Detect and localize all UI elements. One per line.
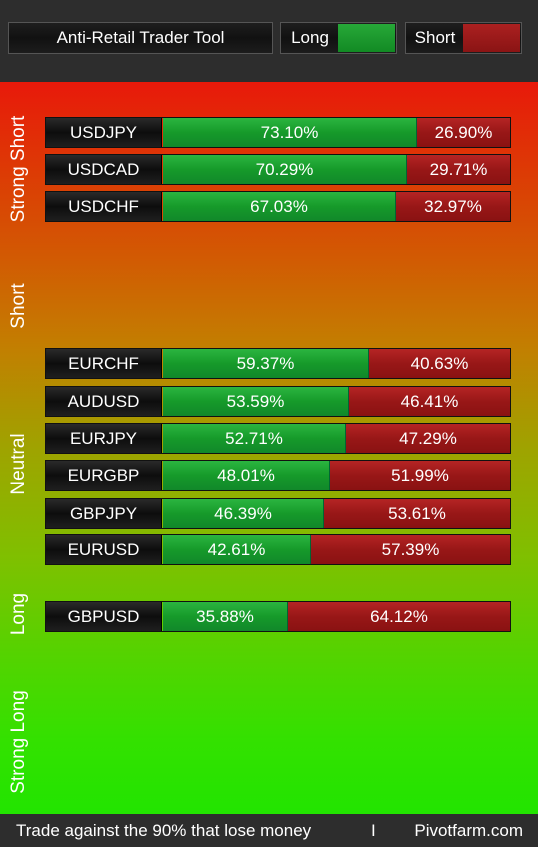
sentiment-bar: 42.61% 57.39% xyxy=(163,535,510,564)
sentiment-bar: 48.01% 51.99% xyxy=(163,461,510,490)
bar-long-segment: 73.10% xyxy=(163,118,417,147)
footer-separator: I xyxy=(371,821,376,840)
pair-row: USDCAD 70.29% 29.71% xyxy=(45,154,511,185)
pair-row: GBPJPY 46.39% 53.61% xyxy=(45,498,511,529)
zone-label-short: Short xyxy=(8,283,29,329)
legend-long-swatch xyxy=(338,24,395,52)
sentiment-bar: 52.71% 47.29% xyxy=(163,424,510,453)
bar-long-segment: 52.71% xyxy=(163,424,346,453)
bar-long-segment: 53.59% xyxy=(163,387,349,416)
pair-row: EURGBP 48.01% 51.99% xyxy=(45,460,511,491)
footer-tagline: Trade against the 90% that lose money xyxy=(16,821,312,840)
pair-row: EURJPY 52.71% 47.29% xyxy=(45,423,511,454)
pair-row: GBPUSD 35.88% 64.12% xyxy=(45,601,511,632)
legend-short-label: Short xyxy=(414,28,456,47)
sentiment-bar: 67.03% 32.97% xyxy=(163,192,510,221)
pair-row: EURUSD 42.61% 57.39% xyxy=(45,534,511,565)
legend-short: Short xyxy=(405,22,522,54)
bar-short-segment: 47.29% xyxy=(346,424,510,453)
bar-long-segment: 35.88% xyxy=(163,602,288,631)
pair-row: EURCHF 59.37% 40.63% xyxy=(45,348,511,379)
pair-label: USDCAD xyxy=(46,155,162,184)
bar-long-segment: 46.39% xyxy=(163,499,324,528)
pair-label: EURGBP xyxy=(46,461,162,490)
zone-label-long: Long xyxy=(8,592,29,636)
legend-short-swatch xyxy=(463,24,520,52)
pair-label: EURJPY xyxy=(46,424,162,453)
pair-label: AUDUSD xyxy=(46,387,162,416)
bar-short-segment: 46.41% xyxy=(349,387,510,416)
footer: Trade against the 90% that lose money I … xyxy=(0,814,538,847)
zone-label-strong-short: Strong Short xyxy=(8,115,29,223)
bar-short-segment: 51.99% xyxy=(330,461,510,490)
sentiment-bar: 53.59% 46.41% xyxy=(163,387,510,416)
bar-long-segment: 70.29% xyxy=(163,155,407,184)
legend-long: Long xyxy=(280,22,397,54)
bar-short-segment: 32.97% xyxy=(396,192,510,221)
legend-long-label: Long xyxy=(291,28,329,47)
pair-label: GBPUSD xyxy=(46,602,162,631)
zone-label-strong-long: Strong Long xyxy=(8,690,29,794)
app-title: Anti-Retail Trader Tool xyxy=(8,22,273,54)
sentiment-bar: 46.39% 53.61% xyxy=(163,499,510,528)
pair-row: USDCHF 67.03% 32.97% xyxy=(45,191,511,222)
pair-label: EURUSD xyxy=(46,535,162,564)
bar-long-segment: 48.01% xyxy=(163,461,330,490)
sentiment-bar: 70.29% 29.71% xyxy=(163,155,510,184)
bar-long-segment: 59.37% xyxy=(163,349,369,378)
footer-site-link[interactable]: Pivotfarm.com xyxy=(414,821,523,840)
sentiment-bar: 73.10% 26.90% xyxy=(163,118,510,147)
pair-row: USDJPY 73.10% 26.90% xyxy=(45,117,511,148)
bar-short-segment: 29.71% xyxy=(407,155,510,184)
bar-long-segment: 67.03% xyxy=(163,192,396,221)
header: Anti-Retail Trader Tool Long Short xyxy=(0,0,538,82)
bar-short-segment: 64.12% xyxy=(288,602,510,631)
bar-short-segment: 40.63% xyxy=(369,349,510,378)
sentiment-zones: Strong Short Short Neutral Long Strong L… xyxy=(0,82,538,814)
sentiment-bar: 59.37% 40.63% xyxy=(163,349,510,378)
zone-label-neutral: Neutral xyxy=(8,433,29,495)
pair-label: EURCHF xyxy=(46,349,162,378)
bar-short-segment: 26.90% xyxy=(417,118,510,147)
pair-label: USDCHF xyxy=(46,192,162,221)
bar-long-segment: 42.61% xyxy=(163,535,311,564)
bar-short-segment: 53.61% xyxy=(324,499,510,528)
sentiment-bar: 35.88% 64.12% xyxy=(163,602,510,631)
pair-label: USDJPY xyxy=(46,118,162,147)
bar-short-segment: 57.39% xyxy=(311,535,510,564)
pair-row: AUDUSD 53.59% 46.41% xyxy=(45,386,511,417)
pair-label: GBPJPY xyxy=(46,499,162,528)
